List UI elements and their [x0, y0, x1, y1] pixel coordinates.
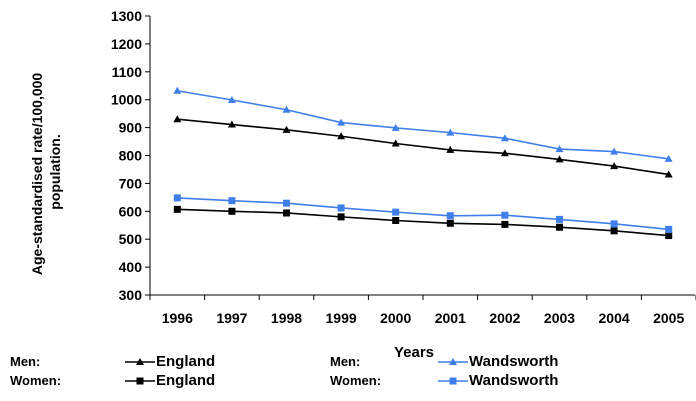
data-point [391, 123, 400, 131]
data-point [500, 149, 509, 157]
data-point [555, 155, 564, 163]
x-tick-label: 2001 [435, 310, 466, 326]
square-marker-icon [136, 377, 144, 385]
data-point [282, 125, 291, 133]
data-point [664, 154, 673, 162]
y-tick-label: 400 [119, 259, 143, 275]
legend-series-name: England [156, 353, 216, 370]
data-point [392, 208, 400, 216]
series-line [177, 118, 669, 176]
y-tick-label: 700 [119, 175, 143, 191]
x-tick-label: 2005 [653, 310, 684, 326]
y-tick-label: 1000 [111, 92, 142, 108]
series-women-wandsworth [173, 194, 673, 233]
series-women-england [173, 205, 673, 240]
data-point [610, 227, 618, 235]
x-tick-label: 2002 [489, 310, 520, 326]
y-tick-label: 300 [119, 287, 143, 303]
data-point [228, 207, 236, 215]
x-tick-label: 1999 [326, 310, 357, 326]
legend-group-label: Women: [330, 373, 382, 388]
series-layer [173, 86, 673, 240]
legend-swatch [438, 377, 468, 385]
x-tick-label: 1998 [271, 310, 302, 326]
series-line [177, 208, 669, 237]
x-tick-label: 1997 [216, 310, 247, 326]
data-point [500, 134, 509, 142]
y-tick-label: 500 [119, 231, 143, 247]
data-point [173, 205, 181, 213]
data-point [337, 118, 346, 126]
legend-swatch [125, 358, 155, 365]
data-point [555, 145, 564, 153]
legend-series-name: Wandsworth [469, 372, 559, 389]
x-tick-label: 2003 [544, 310, 575, 326]
x-axis: 1996 1997 1998 1999 2000 2001 2002 2003 2004 2005 [149, 294, 696, 326]
data-point [337, 132, 346, 140]
x-axis-label: Years [394, 344, 434, 361]
data-point [391, 139, 400, 147]
series-line [177, 89, 669, 160]
data-point [282, 105, 291, 113]
data-point [283, 209, 290, 217]
y-tick-label: 1100 [112, 64, 143, 80]
data-point [610, 147, 619, 155]
y-axis: 300 400 500 600 700 800 900 1000 1100 1200 1300 [111, 8, 151, 303]
legend-group-label: Men: [10, 354, 41, 369]
y-tick-label: 1200 [111, 36, 142, 52]
x-tick-label: 1996 [162, 310, 193, 326]
data-point [665, 225, 673, 233]
legend-group-label: Women: [10, 373, 62, 388]
data-point [610, 162, 619, 170]
data-point [337, 213, 345, 221]
triangle-marker-icon [449, 358, 457, 365]
data-point [664, 170, 673, 178]
data-point [446, 128, 455, 136]
data-point [337, 204, 345, 212]
y-tick-label: 800 [119, 148, 143, 164]
y-tick-label: 600 [119, 203, 143, 219]
series-men-england [173, 115, 673, 178]
data-point [446, 219, 454, 227]
x-tick-label: 2000 [380, 310, 411, 326]
data-point [227, 120, 236, 128]
data-point [556, 215, 563, 223]
legend-swatch [438, 358, 468, 365]
data-point [610, 220, 618, 228]
series-men-wandsworth [173, 86, 673, 162]
data-point [173, 194, 181, 202]
data-point [283, 199, 290, 207]
y-axis-label: Age-standardised rate/100,000 population… [29, 69, 63, 275]
x-tick-label: 2004 [599, 310, 630, 326]
legend-swatch [125, 377, 155, 385]
legend-group-label: Men: [330, 354, 361, 369]
data-point [227, 95, 236, 103]
y-tick-label: 1300 [111, 8, 142, 24]
data-point [446, 212, 454, 220]
triangle-marker-icon [136, 358, 144, 365]
y-tick-label: 900 [119, 120, 143, 136]
square-marker-icon [449, 377, 457, 385]
data-point [228, 197, 236, 205]
data-point [501, 211, 509, 219]
data-point [501, 220, 509, 228]
series-line [177, 197, 669, 231]
data-point [556, 223, 563, 231]
legend-series-name: Wandsworth [469, 353, 559, 370]
data-point [665, 232, 673, 240]
data-point [173, 115, 182, 123]
data-point [392, 217, 400, 225]
legend-series-name: England [156, 372, 216, 389]
data-point [173, 86, 182, 94]
data-point [446, 145, 455, 153]
